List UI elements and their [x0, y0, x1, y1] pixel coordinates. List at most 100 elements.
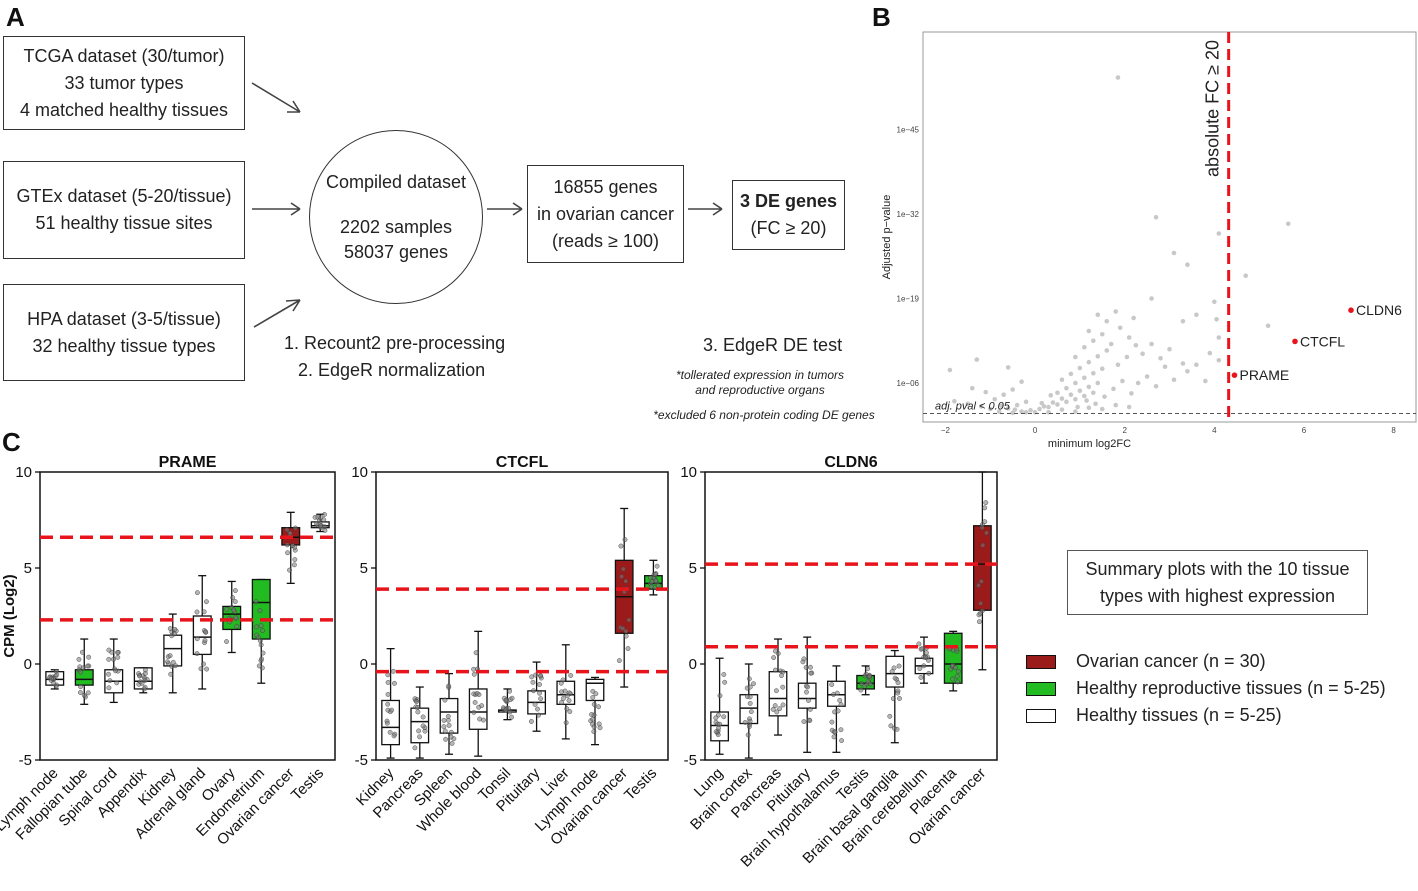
- box-sample-point: [976, 612, 982, 618]
- legend-swatch-healthy: [1026, 708, 1056, 723]
- box-sample-point: [619, 574, 624, 579]
- box-sample-point: [804, 689, 809, 695]
- volcano-point: [1010, 387, 1015, 392]
- highlight-label-cldn6: CLDN6: [1356, 302, 1402, 318]
- volcano-point: [1171, 250, 1177, 256]
- box-sample-point: [717, 721, 723, 727]
- box-sample-point: [106, 647, 112, 653]
- volcano-point: [978, 404, 984, 409]
- box-sample-point: [771, 655, 776, 661]
- box-sample-point: [896, 663, 902, 669]
- box-sample-point: [53, 668, 59, 674]
- box-sample-point: [312, 514, 318, 520]
- volcano-point: [1028, 408, 1033, 413]
- box-sample-point: [389, 707, 395, 713]
- volcano-point: [1005, 365, 1011, 370]
- volcano-point: [1091, 370, 1096, 376]
- box-sample-point: [616, 658, 622, 663]
- box-sample-point: [194, 651, 200, 657]
- legend-swatch-ovarian: [1026, 654, 1056, 669]
- y-tick-label: 10: [680, 464, 697, 481]
- box-sample-point: [448, 729, 454, 735]
- box-sample-point: [167, 653, 173, 659]
- panel-label-b: B: [872, 2, 891, 32]
- box-sample-point: [837, 697, 843, 703]
- gtex-line-2: 51 healthy tissue sites: [35, 213, 213, 233]
- gtex-box: GTEx dataset (5-20/tissue) 51 healthy ti…: [3, 161, 245, 259]
- volcano-point: [1037, 406, 1042, 412]
- box-sample-point: [115, 650, 120, 655]
- box-sample-point: [202, 638, 208, 643]
- box-sample-point: [590, 688, 596, 694]
- box-sample-point: [722, 679, 728, 685]
- box-sample-point: [596, 704, 601, 710]
- box-sample-point: [139, 681, 145, 686]
- y-tick-label: 1e−19: [897, 295, 920, 304]
- box-sample-point: [167, 626, 173, 632]
- box-sample-point: [532, 701, 538, 707]
- box-sample-point: [443, 736, 448, 742]
- legend-item-ovarian: Ovarian cancer (n = 30): [1026, 648, 1386, 675]
- box-sample-point: [387, 729, 393, 735]
- box-sample-point: [806, 698, 811, 703]
- legend-swatch-reproductive: [1026, 681, 1056, 696]
- box-sample-point: [620, 566, 626, 572]
- box-sample-point: [509, 695, 515, 701]
- box-sample-point: [86, 654, 92, 660]
- box-sample-point: [195, 590, 200, 596]
- box-sample-point: [803, 665, 809, 670]
- box-sample-point: [111, 656, 116, 662]
- volcano-plot: adj. pval < 0.05 absolute FC ≥ 20 CLDN6 CTC…: [881, 31, 1417, 450]
- box-sample-point: [168, 671, 174, 677]
- box-sample-point: [807, 706, 813, 712]
- volcano-point: [1274, 370, 1280, 376]
- box-sample-point: [895, 680, 901, 686]
- box-sample-point: [648, 575, 653, 581]
- hpa-box: HPA dataset (3-5/tissue) 32 healthy tiss…: [3, 284, 245, 381]
- y-tick-label: 0: [360, 656, 368, 673]
- volcano-point: [1010, 410, 1015, 416]
- box-sample-point: [919, 646, 925, 652]
- box-sample-point: [234, 623, 240, 629]
- box-sample-point: [590, 716, 596, 722]
- volcano-point: [1216, 357, 1222, 363]
- volcano-y-label: Adjusted p−value: [881, 195, 893, 280]
- box-sample-point: [721, 714, 727, 720]
- volcano-point: [1059, 377, 1065, 383]
- box-sample-point: [230, 595, 236, 601]
- box-sample-point: [926, 670, 932, 676]
- volcano-point: [965, 401, 971, 407]
- box-sample-point: [835, 708, 841, 714]
- volcano-point: [1001, 392, 1006, 398]
- tcga-line-3: 4 matched healthy tissues: [19, 99, 229, 120]
- volcano-point: [1133, 343, 1139, 348]
- box-sample-point: [417, 734, 422, 740]
- box-sample-point: [232, 588, 238, 593]
- volcano-frame: [922, 31, 1417, 423]
- volcano-point: [1149, 341, 1154, 347]
- arrow-hpa: [253, 299, 301, 328]
- box-sample-point: [742, 720, 748, 725]
- volcano-point: [1131, 315, 1136, 321]
- box-sample-point: [976, 582, 981, 588]
- box-sample-point: [531, 688, 536, 694]
- box-sample-point: [165, 659, 170, 665]
- box-sample-point: [596, 721, 602, 727]
- box-sample-point: [980, 542, 986, 548]
- box-sample-point: [887, 713, 893, 719]
- volcano-point: [1265, 323, 1271, 329]
- box-sample-point: [535, 706, 540, 712]
- volcano-point: [996, 409, 1002, 414]
- box-sample-point: [106, 685, 112, 691]
- box-sample-point: [260, 628, 265, 633]
- box-sample-point: [85, 690, 91, 696]
- legend-label-reproductive: Healthy reproductive tissues (n = 5-25): [1076, 678, 1386, 698]
- box-sample-point: [285, 550, 290, 556]
- box-sample-point: [868, 681, 873, 687]
- box-sample-point: [385, 701, 391, 707]
- volcano-point: [1115, 362, 1121, 368]
- box-sample-point: [652, 571, 658, 577]
